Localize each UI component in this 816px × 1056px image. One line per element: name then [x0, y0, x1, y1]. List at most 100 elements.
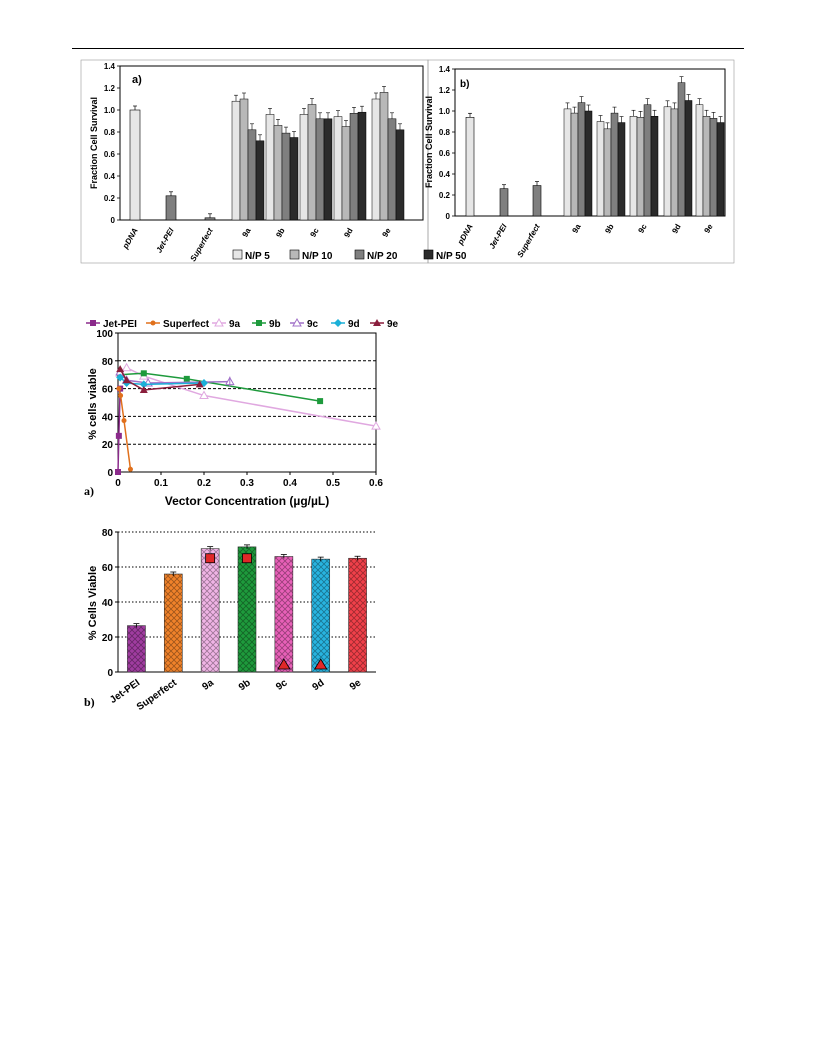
bar-9a-NP20 — [577, 102, 586, 217]
x-tick-label: 9d — [670, 222, 683, 235]
bar-9b-NP5 — [596, 121, 605, 217]
y-tick-label: 0.2 — [104, 194, 116, 203]
x-tick-label: 0.1 — [154, 478, 168, 489]
point-marker — [150, 320, 156, 326]
bar-9e-NP20 — [387, 118, 397, 221]
top-chart-b-border — [427, 59, 735, 264]
bar-9e-NP20 — [709, 118, 718, 217]
bar-9c-NP10 — [307, 104, 317, 221]
line-chart: 0 20 40 60 80 100 0 0.1 0.2 0.3 0.4 0.5 0.6 — [96, 329, 383, 489]
series-line-9a — [119, 366, 377, 427]
x-tick-label: 0.4 — [283, 478, 297, 489]
y-tick-label: 20 — [102, 440, 114, 451]
series-line-9e — [119, 368, 200, 391]
bar-9b-NP20 — [610, 112, 619, 217]
bar-9a-NP5 — [563, 108, 572, 217]
point-marker — [195, 380, 204, 388]
legend-swatch — [354, 249, 365, 260]
bar-9c-NP5 — [299, 114, 309, 221]
point-marker — [118, 393, 124, 399]
bar-9c-NP50 — [650, 116, 659, 217]
y-axis-title-bar: % Cells Viable — [87, 566, 99, 640]
bar-9a-NP10 — [570, 112, 579, 217]
bar-9d-NP20 — [677, 82, 686, 217]
point-marker — [183, 375, 190, 382]
legend-swatch — [232, 249, 243, 260]
y-axis-title-top-a: Fraction Cell Survival — [89, 97, 99, 189]
bar-9c-NP20 — [315, 118, 325, 221]
x-tick-label: 9d — [311, 677, 327, 693]
bar-9e-NP10 — [379, 92, 389, 221]
point-marker — [121, 418, 127, 424]
y-tick-label: 0.2 — [439, 191, 451, 200]
x-tick-label: Superfect — [515, 222, 541, 259]
bar-hatch-9a — [201, 548, 220, 672]
series-line-9b — [120, 372, 321, 402]
line-chart-legend: Jet-PEI Superfect 9a 9b 9c 9d 9e — [86, 317, 399, 330]
bar-Superfect — [532, 185, 542, 217]
y-tick-label: 1.2 — [439, 86, 451, 95]
bar-9e-NP10 — [702, 116, 711, 217]
bar-9e-NP5 — [371, 98, 381, 221]
legend-label: N/P 5 — [245, 251, 270, 262]
series-line-Superfect — [118, 388, 132, 470]
point-marker — [121, 362, 132, 372]
bar-9e-NP50 — [716, 122, 725, 217]
bar-Jet-PEI — [165, 195, 177, 221]
legend-label: N/P 20 — [367, 251, 398, 262]
x-tick-label: 9b — [603, 222, 616, 235]
x-tick-label: 9a — [240, 226, 253, 239]
bar-9e-NP5 — [695, 104, 704, 217]
point-marker — [122, 376, 131, 384]
x-tick-label: 9d — [342, 226, 355, 239]
y-tick-label: 60 — [102, 385, 114, 396]
legend-label: N/P 50 — [436, 251, 467, 262]
x-tick-label: Jet-PEI — [487, 222, 509, 251]
panel-label-top-a: a) — [132, 74, 142, 86]
x-tick-label: 9c — [274, 677, 290, 693]
x-tick-label: 9c — [308, 226, 321, 239]
y-tick-label: 0.8 — [439, 128, 451, 137]
y-tick-label: 40 — [102, 412, 114, 423]
panel-label-line: a) — [84, 484, 94, 498]
x-tick-label: 9b — [237, 677, 253, 693]
x-tick-label: 9a — [570, 222, 583, 235]
bar-hatch-Jet-PEI — [127, 625, 146, 672]
y-tick-label: 80 — [102, 528, 114, 539]
x-axis-title-line: Vector Concentration (µg/µL) — [165, 494, 330, 508]
y-tick-label: 0.6 — [104, 150, 116, 159]
bar-9b-NP50 — [289, 137, 299, 221]
bar-9b-NP10 — [273, 125, 283, 221]
triangle-marker — [314, 658, 328, 670]
bar-9a-NP5 — [231, 100, 241, 221]
y-tick-label: 0.4 — [104, 172, 116, 181]
point-marker — [256, 320, 262, 326]
y-tick-label: 0 — [111, 216, 116, 225]
bar-pDNA — [465, 117, 475, 217]
point-marker — [199, 390, 209, 400]
point-marker — [116, 373, 125, 382]
x-tick-label: 0.6 — [369, 478, 383, 489]
bar-9c-NP5 — [629, 116, 638, 217]
triangle-marker — [277, 658, 291, 670]
bar-9b-NP5 — [265, 114, 275, 221]
legend-swatch — [289, 249, 300, 260]
y-tick-label: 1.2 — [104, 84, 116, 93]
x-tick-label: 0.3 — [240, 478, 254, 489]
x-tick-label: 9a — [200, 677, 216, 693]
y-tick-label: 40 — [102, 598, 114, 609]
point-marker — [139, 380, 148, 389]
x-tick-label: 9e — [348, 677, 364, 693]
point-marker — [214, 317, 224, 327]
top-chart-b: 0 0.2 0.4 0.6 0.8 1.0 1.2 1.4 pDNA Jet-PEI Superfe… — [439, 65, 725, 259]
panel-label-bar: b) — [84, 695, 95, 709]
x-tick-label: 0.2 — [197, 478, 211, 489]
bar-9a-NP20 — [247, 129, 257, 221]
bar-hatch-Superfect — [164, 574, 183, 672]
bar-9d-NP50 — [684, 100, 693, 217]
bar-9d-NP10 — [670, 108, 679, 217]
y-tick-label: 80 — [102, 357, 114, 368]
series-line-9d — [119, 376, 205, 386]
bar-9d-NP50 — [357, 111, 367, 221]
header-rule — [72, 48, 744, 49]
